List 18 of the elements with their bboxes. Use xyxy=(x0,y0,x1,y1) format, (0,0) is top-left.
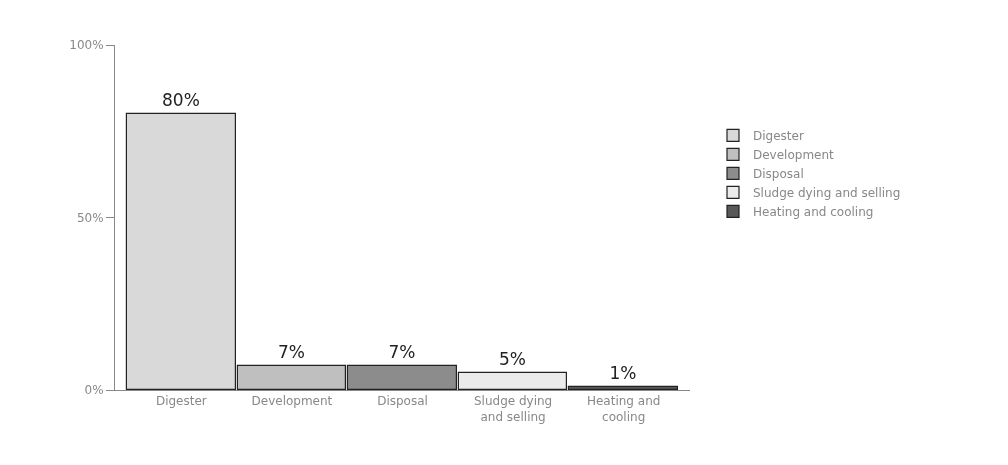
data-label: 1% xyxy=(609,363,637,384)
legend-label: Disposal xyxy=(753,167,804,182)
legend-label: Sludge dying and selling xyxy=(753,186,901,201)
legend-label: Digester xyxy=(753,129,804,144)
x-tick-label: Sludge dying and selling xyxy=(473,394,553,424)
x-tick-label: Heating and cooling xyxy=(586,394,661,424)
data-label: 5% xyxy=(498,349,526,370)
x-tick-label: Disposal xyxy=(377,394,428,409)
y-tick-label: 100% xyxy=(69,38,104,53)
legend-label: Development xyxy=(753,148,835,163)
x-tick-label: Development xyxy=(251,394,333,409)
data-label: 80% xyxy=(162,90,200,111)
legend-label: Heating and cooling xyxy=(753,205,874,220)
y-tick-label: 0% xyxy=(84,383,104,398)
x-tick-label: Digester xyxy=(155,394,207,409)
data-label: 7% xyxy=(277,342,305,363)
y-tick-label: 50% xyxy=(76,210,104,225)
data-label: 7% xyxy=(388,342,416,363)
